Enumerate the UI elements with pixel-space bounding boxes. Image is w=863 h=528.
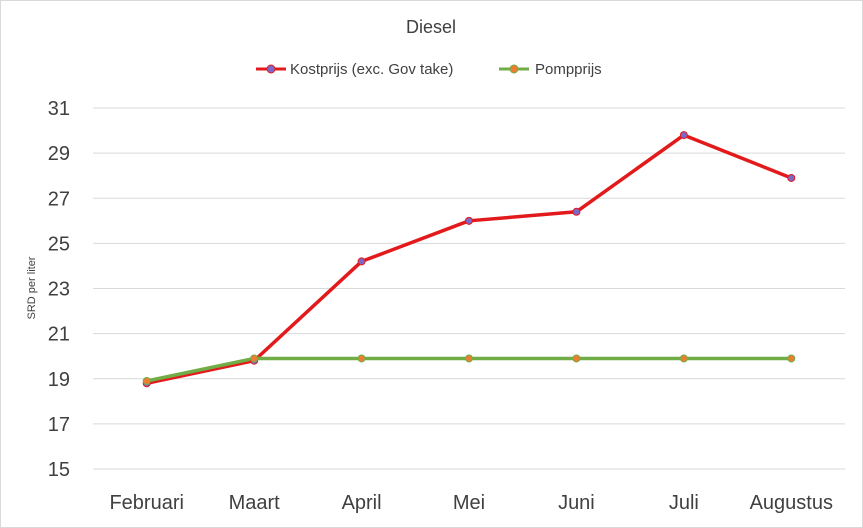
data-point	[787, 173, 796, 182]
y-tick-label: 29	[48, 143, 70, 165]
x-tick-label: Juli	[669, 492, 699, 514]
data-point	[572, 354, 581, 363]
x-tick-label: Februari	[109, 492, 183, 514]
y-axis-label: SRD per liter	[26, 256, 38, 319]
data-point	[679, 131, 688, 140]
y-tick-label: 15	[48, 459, 70, 481]
data-point	[572, 207, 581, 216]
x-tick-label: Augustus	[750, 492, 833, 514]
x-tick-label: Maart	[229, 492, 281, 514]
data-point	[142, 377, 151, 386]
legend: Kostprijs (exc. Gov take) Pompprijs	[256, 61, 602, 78]
y-tick-label: 21	[48, 324, 70, 346]
data-point	[357, 354, 366, 363]
data-point	[357, 257, 366, 266]
legend-marker-pompprijs	[509, 64, 519, 74]
legend-marker-kostprijs	[266, 64, 276, 74]
y-tick-label: 31	[48, 98, 70, 120]
y-tick-label: 17	[48, 414, 70, 436]
y-tick-labels: 15 17 19 21 23 25 27 29 31	[48, 98, 70, 481]
gridlines	[93, 107, 845, 470]
legend-label-kostprijs: Kostprijs (exc. Gov take)	[290, 61, 453, 78]
chart-title: Diesel	[406, 17, 456, 37]
series-line-0	[146, 133, 792, 385]
y-tick-label: 27	[48, 188, 70, 210]
data-point	[787, 354, 796, 363]
x-tick-labels: Februari Maart April Mei Juni Juli Augustus	[109, 492, 833, 514]
data-point	[250, 354, 259, 363]
legend-item-pompprijs: Pompprijs	[499, 61, 602, 78]
data-point	[465, 216, 473, 225]
x-tick-label: Mei	[453, 492, 485, 514]
y-tick-label: 19	[48, 369, 70, 391]
y-tick-label: 23	[48, 279, 70, 301]
series-markers	[142, 131, 796, 388]
x-tick-label: Juni	[558, 492, 595, 514]
data-point	[679, 354, 688, 363]
legend-item-kostprijs: Kostprijs (exc. Gov take)	[256, 61, 453, 78]
y-tick-label: 25	[48, 233, 70, 255]
x-tick-label: April	[342, 492, 382, 514]
series-lines	[146, 133, 792, 385]
data-point	[465, 354, 473, 363]
legend-label-pompprijs: Pompprijs	[535, 61, 602, 78]
